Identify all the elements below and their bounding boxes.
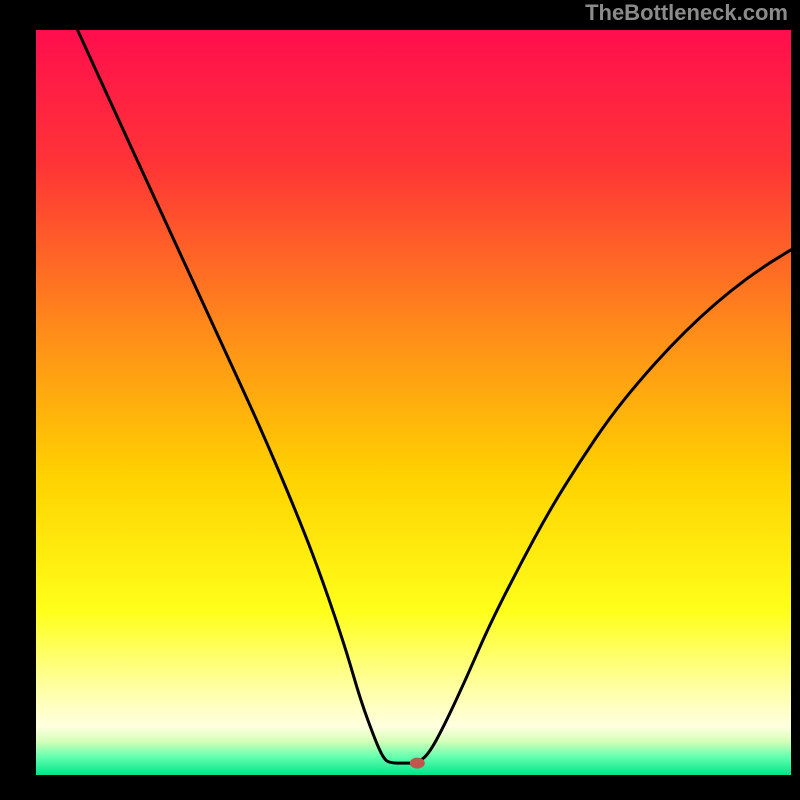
bottleneck-curve-chart <box>0 0 800 800</box>
plot-background-gradient <box>36 30 791 775</box>
chart-stage: TheBottleneck.com <box>0 0 800 800</box>
bottleneck-marker <box>410 758 424 768</box>
